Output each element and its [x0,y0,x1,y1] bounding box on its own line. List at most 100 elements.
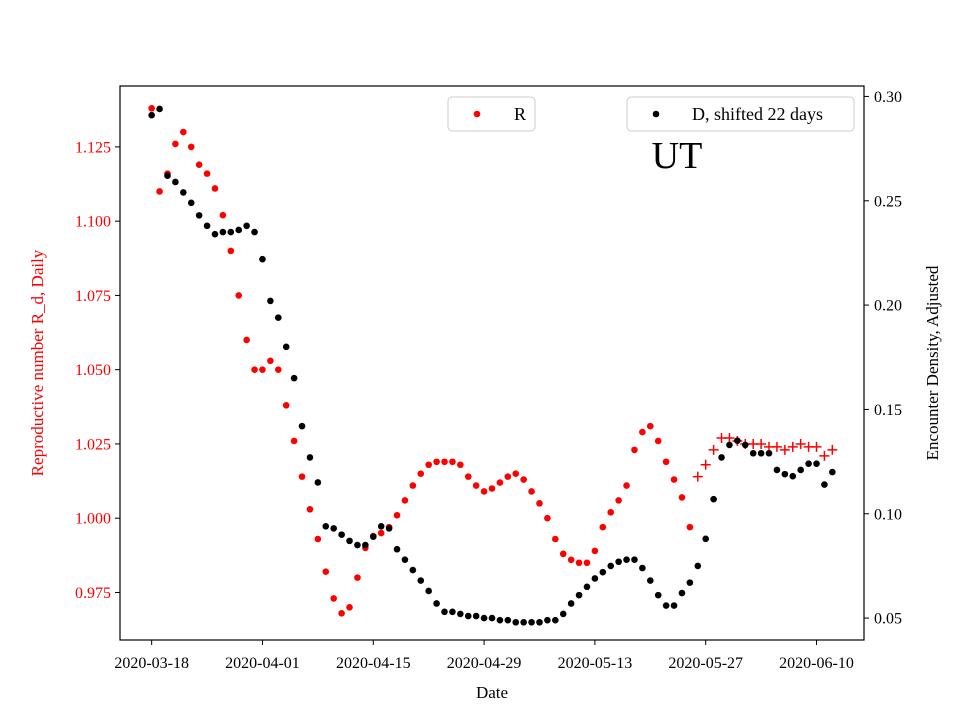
data-point [425,461,432,469]
data-point [615,558,622,566]
y-right-tick-label: 0.20 [874,298,902,315]
data-point [180,128,187,136]
data-point [472,482,480,489]
data-point [797,466,804,474]
data-point [496,479,504,486]
data-point [409,566,417,574]
data-point-plus [827,444,838,455]
data-point [528,488,535,495]
data-point [401,556,409,563]
data-point [678,589,686,597]
data-point [259,366,266,373]
data-point [480,488,488,495]
data-point [829,468,836,476]
data-point [710,495,717,503]
data-point [559,610,567,618]
data-point [211,185,219,192]
data-point [425,587,432,595]
data-point [575,559,583,567]
data-point [235,226,243,234]
data-point [567,556,575,564]
data-point [409,482,417,489]
data-point [504,473,512,480]
data-point [298,473,306,480]
data-point [654,591,662,599]
data-point [615,497,622,504]
data-point [362,541,369,549]
data-point [702,535,710,543]
plot-frame [119,85,865,641]
y-right-tick-label: 0.10 [874,506,902,523]
data-point [156,188,163,195]
data-point [552,535,559,543]
data-point [734,437,741,445]
data-point [393,545,401,553]
data-point [433,458,440,466]
data-point [686,579,694,586]
data-point [441,458,448,466]
x-tick-label: 2020-06-10 [779,655,854,672]
data-point-plus [811,441,822,452]
data-point [251,228,258,236]
data-point [377,522,385,530]
data-point [203,170,211,177]
data-point [393,511,401,519]
axis-ticks: 2020-03-18 2020-04-01 2020-04-15 2020-04-29… [75,89,902,672]
data-point [639,428,646,436]
data-point [243,336,250,344]
data-marks [148,104,838,626]
data-point [789,472,797,480]
data-point [813,460,820,467]
x-tick-label: 2020-04-29 [447,655,522,672]
y-right-tick-label: 0.25 [874,193,902,210]
data-point [441,608,448,616]
data-point [417,577,425,584]
y-left-tick-label: 1.125 [75,139,111,156]
y-left-tick-label: 1.025 [75,436,111,453]
data-point [195,161,203,169]
series-2 [148,105,836,626]
data-point [480,614,488,622]
x-axis-label: Date [476,683,508,702]
data-point [377,529,385,537]
data-point [591,547,599,555]
data-point [306,505,314,513]
data-point [354,574,361,581]
data-point [195,212,203,219]
y-left-tick-label: 1.000 [75,511,111,528]
data-point [520,476,527,483]
data-point [670,476,678,483]
data-point-plus [756,438,767,449]
data-point [488,485,496,492]
data-point [678,494,686,501]
data-point [156,105,163,113]
data-point [646,577,654,584]
data-point [757,449,765,457]
data-point [607,562,615,570]
x-tick-label: 2020-05-27 [668,655,743,672]
data-point [314,479,322,486]
data-point [180,189,187,196]
data-point [773,466,781,474]
data-point [338,609,345,617]
data-point [203,222,211,230]
data-point-plus [724,433,735,444]
data-point-plus [692,471,703,482]
data-point [449,458,456,466]
data-point [591,575,599,582]
data-point [346,537,353,545]
data-point [536,500,543,507]
data-point [259,255,266,263]
data-point [631,556,638,563]
data-point-plus [795,438,806,449]
data-point [639,564,646,572]
data-point [148,111,155,119]
data-point [227,247,235,255]
data-point [741,441,749,449]
data-point [536,618,543,626]
data-point [322,568,330,575]
data-point-plus [700,459,711,470]
data-point [662,602,670,609]
data-point [235,292,243,299]
data-point [583,559,591,567]
